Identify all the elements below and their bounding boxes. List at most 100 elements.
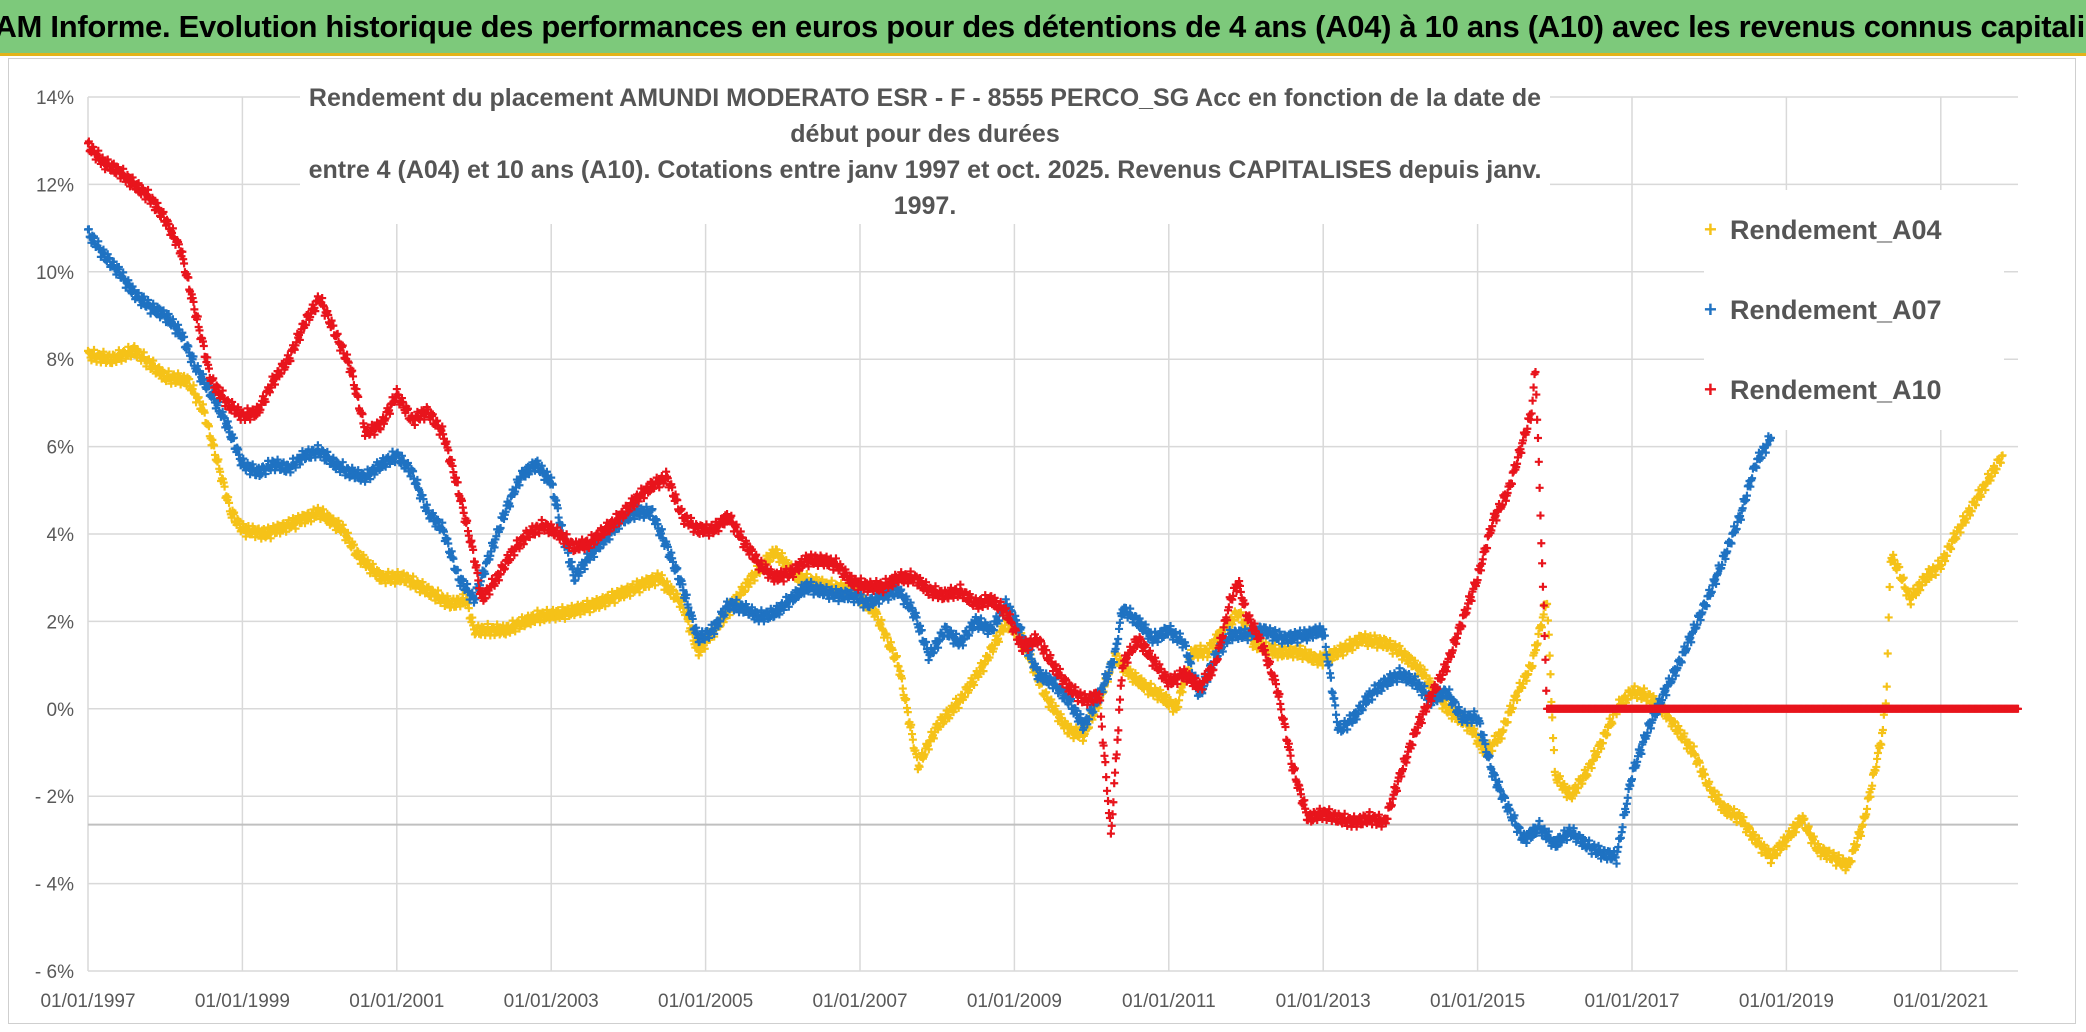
data-point (185, 375, 194, 384)
data-point (1884, 613, 1893, 622)
data-point (307, 517, 316, 526)
data-point (827, 576, 836, 585)
data-point (220, 482, 229, 491)
series-Rendement_A07 (84, 225, 1775, 868)
x-tick-label: 01/01/2017 (1584, 991, 1679, 1012)
chart-frame (8, 58, 2076, 1024)
data-point (1549, 734, 1558, 743)
data-point (1546, 670, 1555, 679)
data-point (266, 534, 275, 543)
data-point (90, 345, 99, 354)
data-point (230, 508, 239, 517)
data-point (1545, 651, 1554, 660)
x-axis: 01/01/1997 01/01/1999 01/01/2001 01/01/2003… (40, 991, 1988, 1012)
y-tick-label: 8% (47, 350, 75, 371)
data-point (1549, 746, 1558, 755)
y-tick-label: - 4% (35, 875, 74, 896)
data-point (777, 549, 786, 558)
data-point (650, 581, 659, 590)
x-tick-label: 01/01/1999 (195, 991, 290, 1012)
data-point (877, 615, 886, 624)
data-point (907, 720, 916, 729)
data-point (750, 576, 759, 585)
data-point (349, 540, 358, 549)
data-point (210, 441, 219, 450)
x-tick-label: 01/01/2019 (1739, 991, 1834, 1012)
data-point (458, 590, 467, 599)
data-point (892, 652, 901, 661)
data-point (700, 644, 709, 653)
data-point (903, 708, 912, 717)
data-point (464, 604, 473, 613)
y-tick-label: 14% (36, 88, 74, 109)
data-point (164, 367, 173, 376)
data-point (1326, 673, 1335, 682)
data-point (180, 259, 189, 268)
y-axis: - 6%- 4%- 2%0%2%4%6%8%10%12%14% (35, 88, 74, 983)
data-point (384, 567, 393, 576)
data-point (1623, 793, 1632, 802)
data-point (1883, 649, 1892, 658)
y-tick-label: - 2% (35, 787, 74, 808)
data-point (908, 735, 917, 744)
data-point (139, 348, 148, 357)
data-point (802, 569, 811, 578)
data-point (1885, 583, 1894, 592)
data-point (200, 408, 209, 417)
x-tick-label: 01/01/1997 (40, 991, 135, 1012)
data-point (746, 579, 755, 588)
data-point (468, 613, 477, 622)
data-point (894, 662, 903, 671)
x-tick-label: 01/01/2015 (1430, 991, 1525, 1012)
chart-points (84, 137, 2022, 875)
data-point (501, 630, 510, 639)
data-point (1614, 842, 1623, 851)
data-point (1544, 630, 1553, 639)
data-point (214, 455, 223, 464)
data-point (888, 645, 897, 654)
data-point (1332, 710, 1341, 719)
y-tick-label: 0% (47, 700, 75, 721)
data-point (576, 610, 585, 619)
data-point (1547, 697, 1556, 706)
data-point (669, 585, 678, 594)
y-tick-label: 2% (47, 612, 75, 633)
data-point (204, 422, 213, 431)
data-point (741, 587, 750, 596)
data-point (1863, 804, 1872, 813)
y-tick-label: 12% (36, 175, 74, 196)
header-bar: ADAM Informe. Evolution historique des p… (0, 0, 2086, 56)
y-tick-label: 6% (47, 438, 75, 459)
x-tick-label: 01/01/2011 (1122, 991, 1216, 1012)
y-tick-label: - 6% (35, 962, 74, 983)
data-point (1906, 600, 1915, 609)
x-tick-label: 01/01/2005 (658, 991, 753, 1012)
x-tick-label: 01/01/2003 (504, 991, 599, 1012)
data-point (483, 619, 492, 628)
x-tick-label: 01/01/2007 (812, 991, 907, 1012)
x-tick-label: 01/01/2009 (967, 991, 1062, 1012)
data-point (334, 516, 343, 525)
data-point (225, 498, 234, 507)
page-title: ADAM Informe. Evolution historique des p… (0, 8, 2086, 44)
data-point (601, 602, 610, 611)
x-tick-label: 01/01/2021 (1893, 991, 1988, 1012)
data-point (189, 381, 198, 390)
data-point (533, 606, 542, 615)
x-tick-label: 01/01/2013 (1276, 991, 1371, 1012)
data-point (433, 586, 442, 595)
data-point (409, 572, 418, 581)
data-point (1548, 713, 1557, 722)
y-tick-label: 4% (47, 525, 75, 546)
data-point (359, 550, 368, 559)
data-point (526, 620, 535, 629)
data-point (1873, 749, 1882, 758)
data-point (282, 527, 291, 536)
data-point (626, 591, 635, 600)
data-point (216, 467, 225, 476)
data-point (902, 695, 911, 704)
data-point (897, 674, 906, 683)
x-tick-label: 01/01/2001 (349, 991, 444, 1012)
data-point (883, 633, 892, 642)
